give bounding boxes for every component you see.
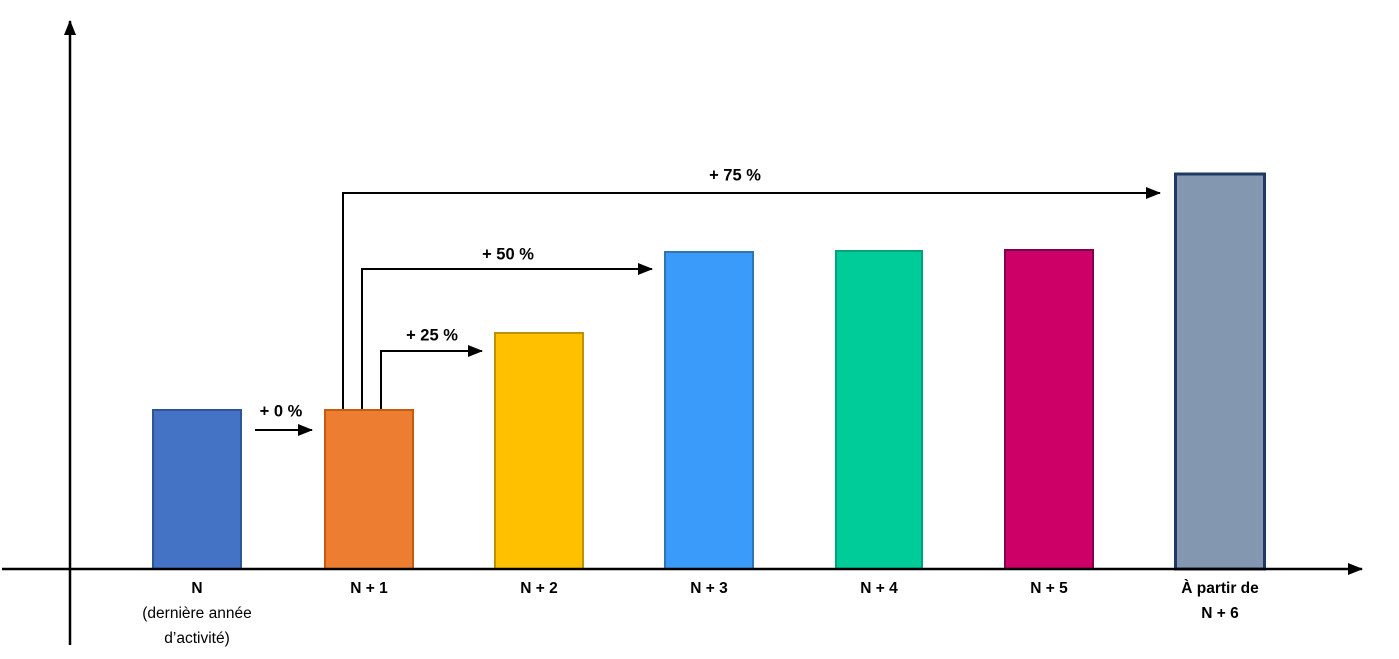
bar-n1 xyxy=(324,409,414,570)
bar-n2-label: N + 2 xyxy=(520,576,557,601)
anno-50-label: + 50 % xyxy=(482,245,534,264)
bar-n4-label: N + 4 xyxy=(860,576,897,601)
anno-25-label: + 25 % xyxy=(406,326,458,345)
bar-n2 xyxy=(494,332,584,570)
bar-n1-label-line: N + 1 xyxy=(350,580,388,597)
bar-n5-label: N + 5 xyxy=(1030,576,1067,601)
bar-n5 xyxy=(1004,249,1094,570)
bar-n6 xyxy=(1174,172,1266,571)
anno-25-arrow xyxy=(380,345,483,409)
anno-0-label: + 0 % xyxy=(259,402,303,421)
bar-n3-label: N + 3 xyxy=(690,576,727,601)
bar-n3 xyxy=(664,251,754,570)
anno-75-label: + 75 % xyxy=(709,166,761,185)
bar-n2-label-line: N + 2 xyxy=(520,580,558,597)
bar-n-label-line: (dernière année xyxy=(142,605,252,622)
bar-n1-label: N + 1 xyxy=(350,576,387,601)
bar-n-label-line: N xyxy=(191,580,203,597)
bar-n6-label-line: N + 6 xyxy=(1201,605,1239,622)
bar-n6-label: À partir de N + 6 xyxy=(1181,576,1259,626)
bar-n3-label-line: N + 3 xyxy=(690,580,728,597)
bar-n4-label-line: N + 4 xyxy=(860,580,898,597)
bar-n5-label-line: N + 5 xyxy=(1030,580,1068,597)
bar-n-label: N (dernière année d’activité) xyxy=(142,576,251,651)
annotation-arrows-group xyxy=(255,187,1161,436)
bar-n xyxy=(152,409,242,570)
bar-n-label-line: d’activité) xyxy=(164,630,230,647)
bar-n4 xyxy=(835,250,923,570)
anno-75-arrow xyxy=(342,187,1161,409)
bars-group xyxy=(152,172,1266,571)
axes-group xyxy=(2,20,1363,645)
anno-50-arrow xyxy=(361,263,653,409)
bar-n6-label-line: À partir de xyxy=(1181,580,1259,597)
